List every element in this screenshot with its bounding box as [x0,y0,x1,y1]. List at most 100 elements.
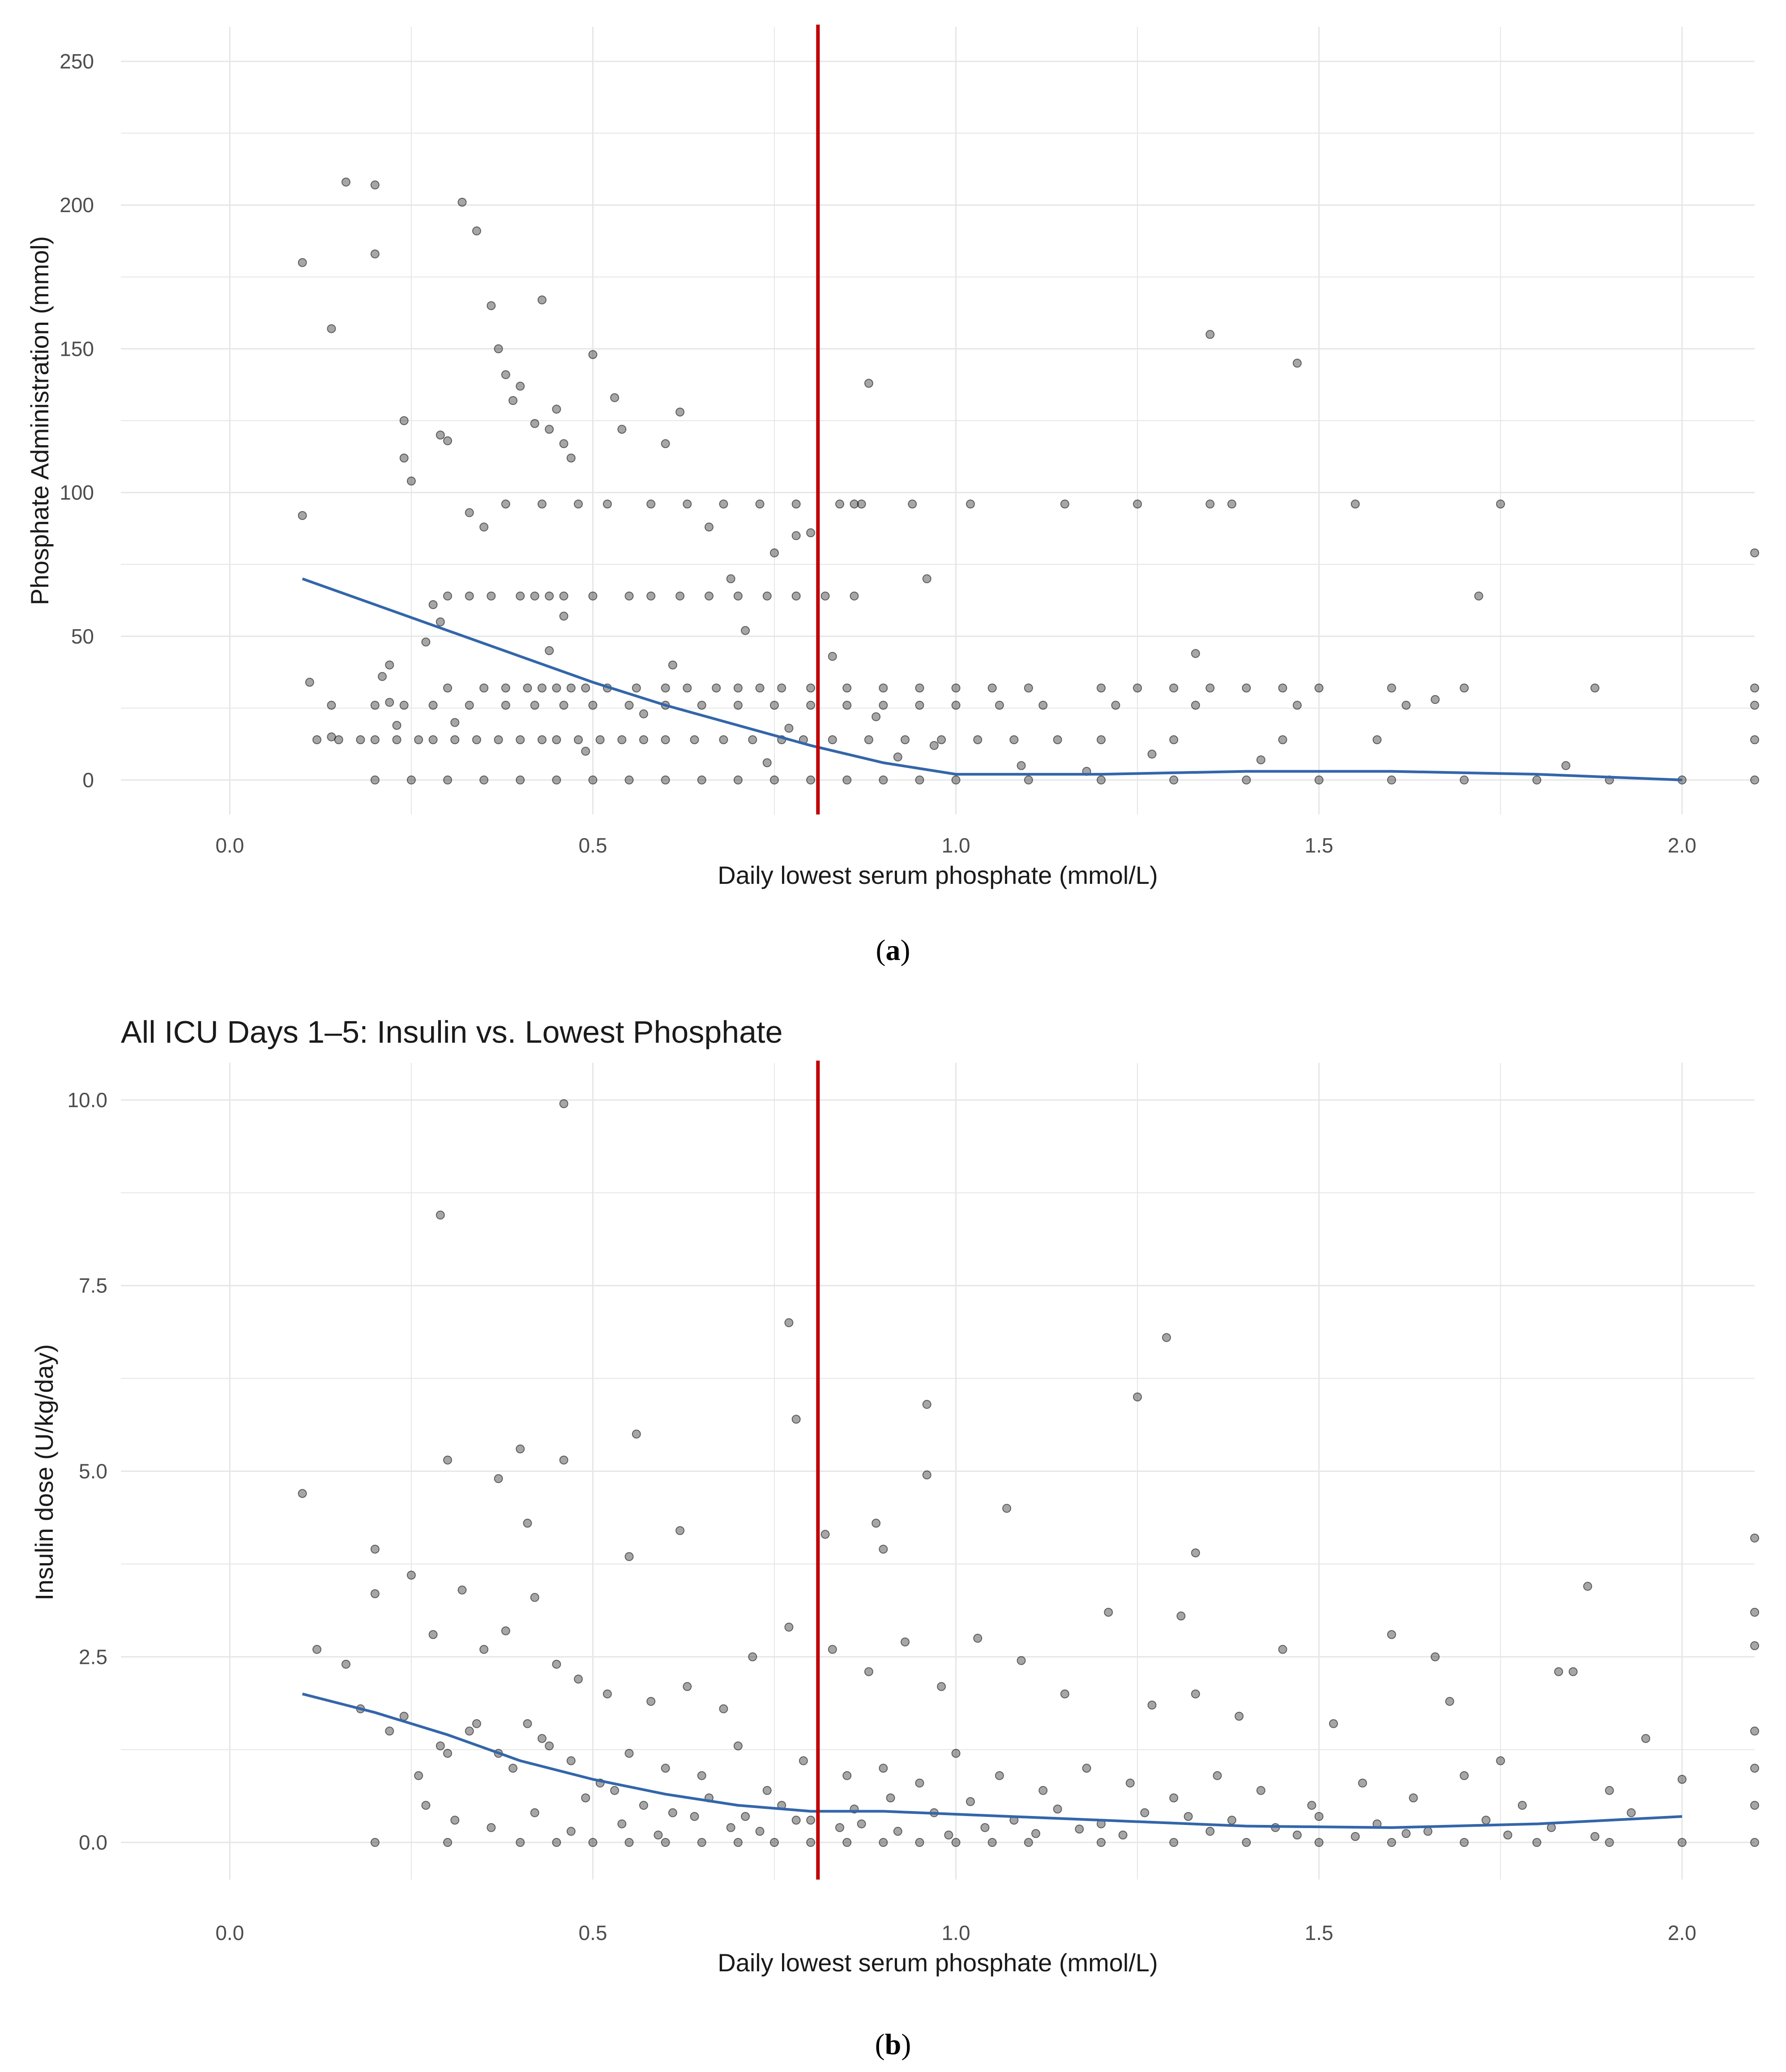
scatter-point [341,1659,350,1669]
scatter-point [1205,499,1215,509]
scatter-point [624,1838,634,1847]
scatter-point [457,1585,467,1595]
scatter-point [537,735,547,744]
scatter-point [327,324,336,333]
scatter-point [1097,775,1106,784]
smooth-line-a [302,577,1682,781]
scatter-point [748,735,757,744]
scatter-point [341,177,350,187]
scatter-point [806,1816,816,1825]
scatter-point [1242,775,1251,784]
scatter-point [879,1838,888,1847]
scatter-point [719,499,728,509]
scatter-point [842,1771,852,1780]
scatter-point [516,775,525,784]
scatter-point [436,617,445,627]
scatter-point [356,735,365,744]
scatter-point [1235,1712,1244,1721]
scatter-point [690,1812,699,1821]
scatter-point [791,1415,801,1424]
scatter-point [501,370,510,379]
scatter-point [1677,1775,1687,1784]
scatter-point [1191,1548,1200,1557]
scatter-point [457,197,467,207]
scatter-point [530,591,539,601]
y-tick-label: 250 [60,50,94,73]
y-axis-label-b: Insulin dose (U/kg/day) [30,1344,58,1601]
scatter-point [465,700,474,710]
scatter-point [922,574,931,584]
x-tick-label: 1.0 [942,1921,970,1944]
scatter-point [1293,358,1302,368]
scatter-point [1133,683,1142,693]
scatter-point [1561,761,1571,770]
scatter-point [705,522,714,532]
scatter-point [1554,1667,1563,1676]
x-tick-label: 0.0 [215,834,244,857]
scatter-point [893,1827,902,1836]
scatter-point [755,683,765,693]
scatter-point [414,735,423,744]
scatter-point [581,746,590,756]
scatter-point [617,1819,627,1829]
scatter-point [559,439,568,448]
scatter-point [733,700,743,710]
scatter-point [588,350,598,359]
scatter-point [588,1838,598,1847]
y-tick-label: 2.5 [79,1645,107,1668]
scatter-point [901,1637,910,1647]
scatter-point [741,626,750,635]
scatter-point [995,1771,1004,1780]
scatter-point [1314,683,1324,693]
scatter-point [552,1659,561,1669]
scatter-point [1256,1786,1265,1795]
scatter-point [1162,1333,1171,1342]
scatter-point [973,735,983,744]
scatter-point [537,295,547,305]
x-tick-labels-a: 0.0 0.5 1.0 1.5 2.0 [215,834,1696,857]
y-tick-label: 0 [82,768,94,792]
scatter-point [864,735,873,744]
scatter-point [581,683,590,693]
scatter-point [879,775,888,784]
scatter-point [1547,1823,1556,1832]
scatter-point [864,379,873,388]
y-tick-label: 5.0 [79,1460,107,1483]
scatter-point [436,1741,445,1751]
scatter-point [399,700,409,710]
scatter-point [472,1719,481,1728]
scatter-point [421,1801,431,1810]
scatter-point [516,1838,525,1847]
scatter-point [1053,1804,1062,1814]
scatter-point [1605,1838,1614,1847]
scatter-point [1750,1607,1759,1617]
scatter-point [1750,1801,1759,1810]
scatter-point [392,721,402,730]
scatter-point [1075,1825,1084,1834]
scatter-point [741,1812,750,1821]
scatter-point [1641,1734,1650,1743]
scatter-point [530,700,539,710]
scatter-point [479,683,489,693]
scatter-point [559,591,568,601]
scatter-point [733,775,743,784]
scatter-point [901,735,910,744]
scatter-point [1677,1838,1687,1847]
scatter-point [1358,1778,1367,1788]
scatter-point [552,683,561,693]
scatter-point [501,700,510,710]
scatter-point [443,591,452,601]
x-tick-label: 2.0 [1668,834,1696,857]
scatter-point [1750,735,1759,744]
scatter-point [791,591,801,601]
scatter-point [537,683,547,693]
y-tick-label: 100 [60,481,94,504]
scatter-point [1431,1652,1440,1662]
scatter-point [1517,1801,1527,1810]
scatter-point [399,416,409,425]
scatter-point [1445,1697,1454,1706]
scatter-point [1213,1771,1222,1780]
scatter-point [1496,499,1505,509]
scatter-point [1750,700,1759,710]
